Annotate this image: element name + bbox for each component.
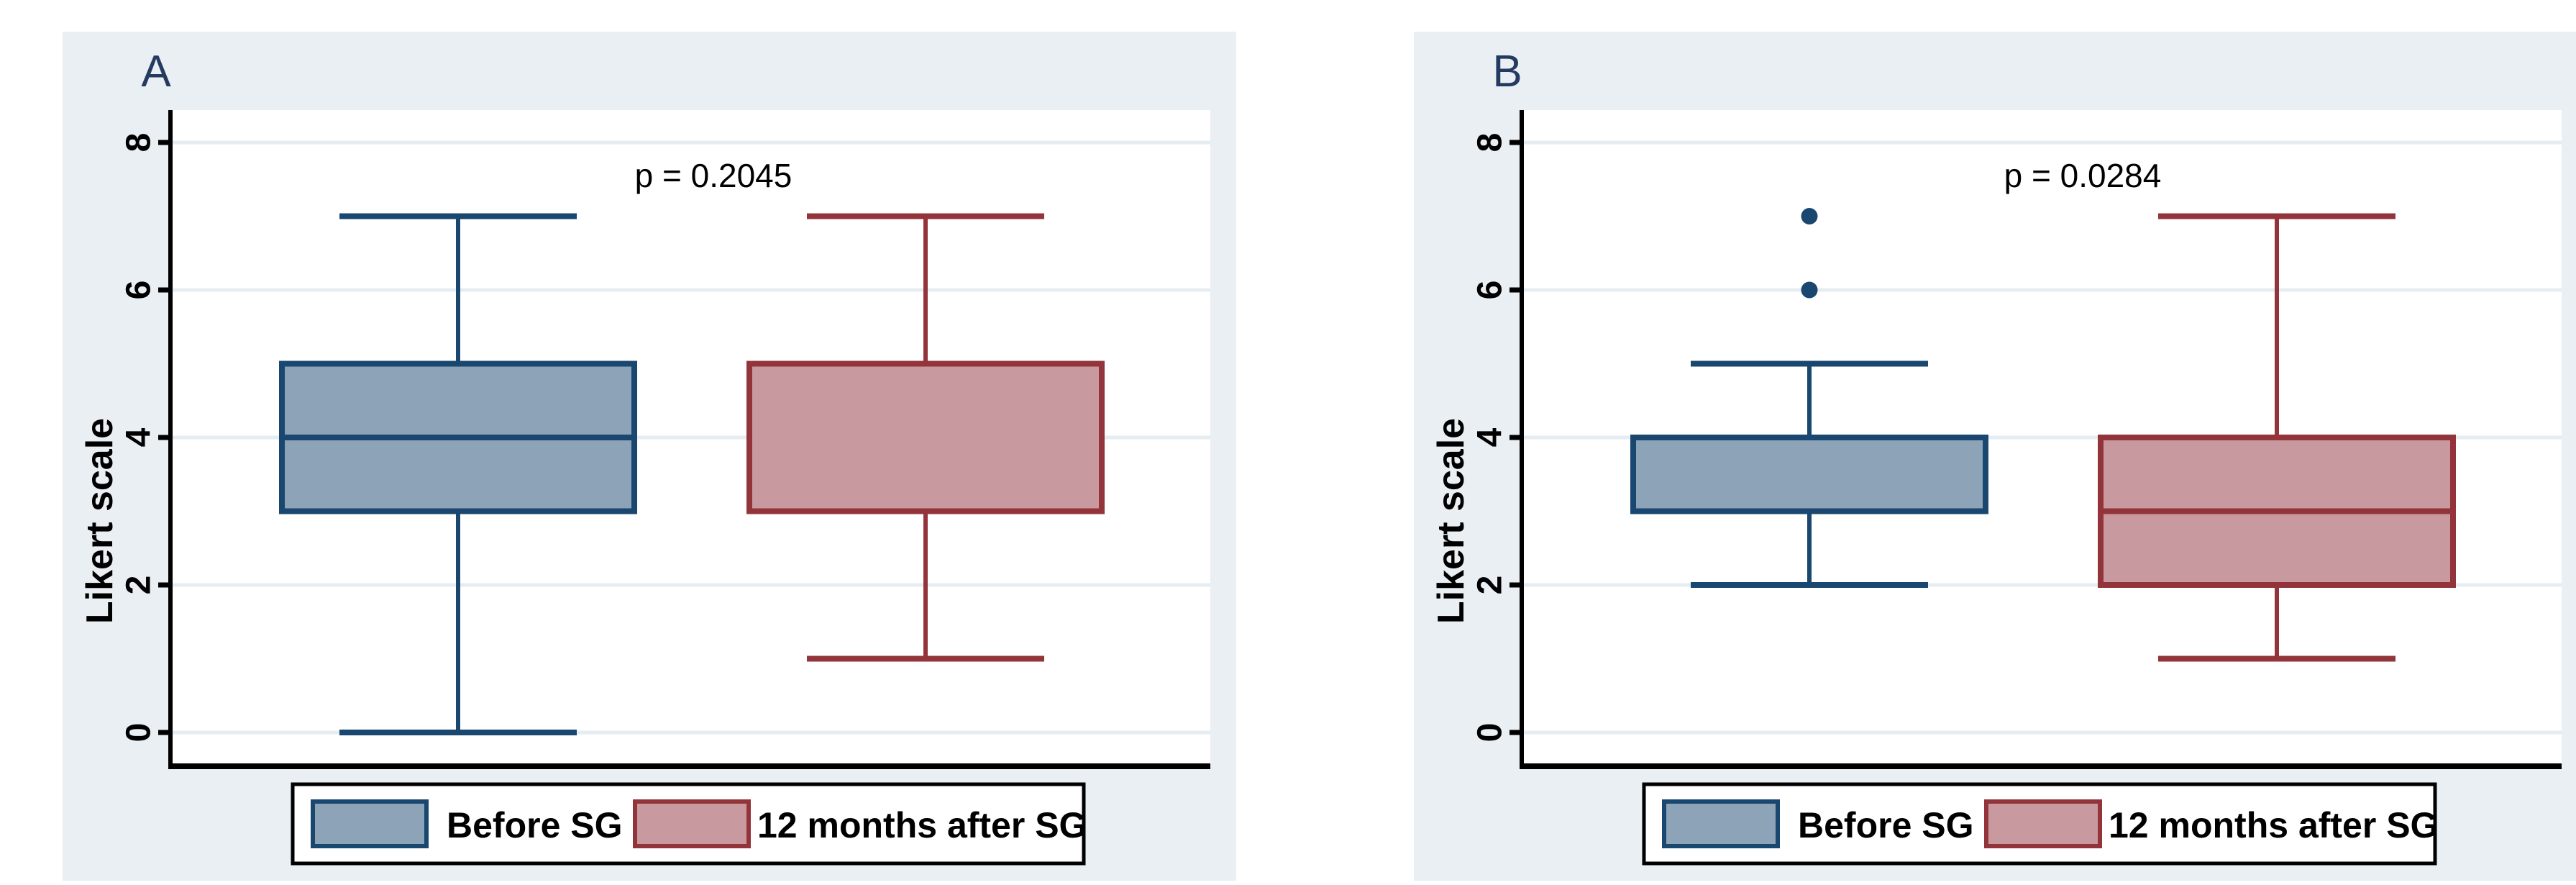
legend-label-after: 12 months after SG (2109, 805, 2438, 845)
panel-letter: B (1492, 47, 1522, 96)
boxplot-svg-b: 0 2 4 6 8 Likert scale Bp = 0.0284 Before SG 12 … (1414, 32, 2576, 881)
y-tick-label-8: 8 (120, 133, 158, 153)
y-axis-title: Likert scale (1430, 418, 1472, 624)
y-tick-label-0: 0 (120, 723, 158, 743)
y-tick-label-4: 4 (120, 427, 158, 447)
legend-swatch-after (1984, 799, 2102, 848)
legend-label-before: Before SG (1798, 805, 1974, 845)
y-tick-label-2: 2 (1471, 576, 1509, 595)
iqr-box (1630, 435, 1988, 514)
box-series-after (746, 213, 1105, 662)
box-series-before (1630, 208, 1988, 588)
boxplot-svg-a: 0 2 4 6 8 Likert scale Ap = 0.2045 Before SG 12 … (63, 32, 1236, 881)
p-value-text: p = 0.2045 (635, 157, 793, 194)
p-value-text: p = 0.0284 (2004, 157, 2162, 194)
outlier-dot-7 (1801, 208, 1818, 224)
legend-label-before: Before SG (447, 805, 623, 845)
panel-letter: A (141, 47, 171, 96)
box-series-after (2098, 213, 2456, 662)
legend-swatch-after (633, 799, 751, 848)
legend: Before SG 12 months after SG (1642, 782, 2438, 866)
legend: Before SG 12 months after SG (291, 782, 1087, 866)
outlier-dot-6 (1801, 281, 1818, 299)
y-tick-label-2: 2 (120, 576, 158, 595)
iqr-box (746, 360, 1105, 514)
y-axis-title: Likert scale (79, 418, 121, 624)
y-tick-label-6: 6 (120, 281, 158, 300)
y-tick-label-8: 8 (1471, 133, 1509, 153)
legend-swatch-before (1662, 799, 1780, 848)
y-tick-label-6: 6 (1471, 281, 1509, 300)
y-tick-label-4: 4 (1471, 427, 1509, 447)
y-tick-label-0: 0 (1471, 723, 1509, 743)
box-series-before (279, 213, 637, 735)
legend-swatch-before (311, 799, 429, 848)
legend-label-after: 12 months after SG (757, 805, 1087, 845)
